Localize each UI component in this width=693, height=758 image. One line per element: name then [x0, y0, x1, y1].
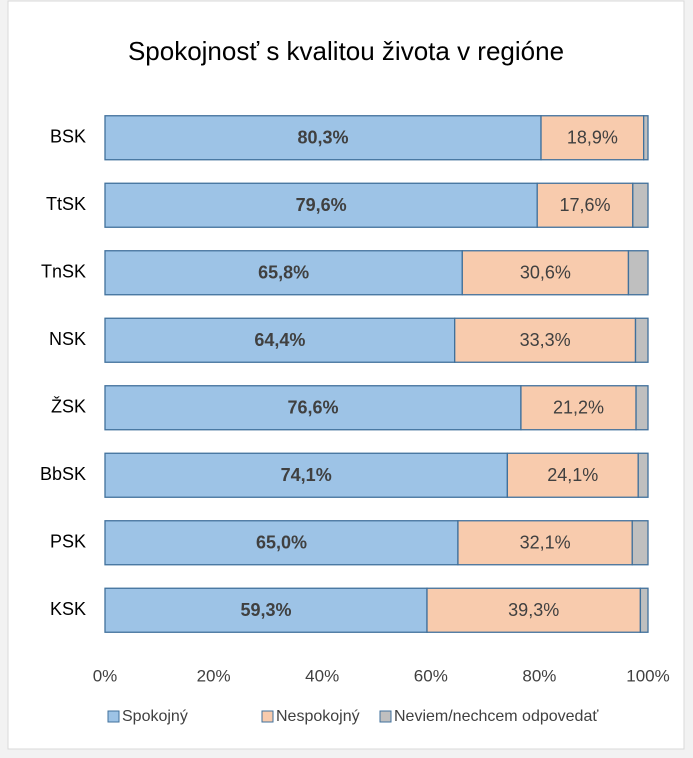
- bar-segment: [540, 115, 645, 161]
- bar-segment: [520, 385, 637, 431]
- legend-label: Spokojný: [122, 708, 188, 725]
- y-tick-label: KSK: [50, 599, 86, 619]
- chart-title: Spokojnosť s kvalitou života v regióne: [128, 36, 564, 66]
- y-tick-label: TtSK: [46, 194, 86, 214]
- data-label: 17,6%: [559, 195, 610, 215]
- y-tick-label: ŽSK: [51, 397, 86, 417]
- data-label: 18,9%: [567, 128, 618, 148]
- bar-segment: [104, 182, 538, 228]
- bar-segment: [104, 385, 522, 431]
- data-label: 65,0%: [256, 533, 307, 553]
- legend-swatch: [107, 710, 120, 723]
- bar-segment: [506, 452, 639, 498]
- legend-swatch: [261, 710, 274, 723]
- x-tick-label: 20%: [197, 666, 231, 685]
- bar-segment: [104, 250, 463, 296]
- x-tick-label: 60%: [414, 666, 448, 685]
- y-tick-label: TnSK: [41, 262, 86, 282]
- bar-segment: [637, 452, 649, 498]
- data-label: 33,3%: [520, 330, 571, 350]
- data-label: 76,6%: [287, 398, 338, 418]
- y-tick-label: BbSK: [40, 464, 86, 484]
- legend-swatch: [379, 710, 392, 723]
- legend-label: Nespokojný: [276, 708, 360, 725]
- data-label: 21,2%: [553, 398, 604, 418]
- data-label: 64,4%: [254, 330, 305, 350]
- y-tick-label: NSK: [49, 329, 86, 349]
- legend-label: Neviem/nechcem odpovedať: [394, 708, 599, 725]
- bar-segment: [104, 520, 459, 566]
- x-tick-label: 40%: [305, 666, 339, 685]
- data-label: 30,6%: [520, 263, 571, 283]
- bar-segment: [632, 182, 649, 228]
- bar-segment: [426, 587, 642, 633]
- data-label: 80,3%: [297, 128, 348, 148]
- bar-segment: [457, 520, 633, 566]
- y-tick-label: PSK: [50, 532, 86, 552]
- data-label: 32,1%: [520, 533, 571, 553]
- data-label: 24,1%: [547, 465, 598, 485]
- data-label: 59,3%: [240, 600, 291, 620]
- x-tick-label: 0%: [93, 666, 118, 685]
- y-tick-label: BSK: [50, 127, 86, 147]
- data-label: 39,3%: [508, 600, 559, 620]
- data-label: 74,1%: [281, 465, 332, 485]
- chart-frame: [7, 0, 685, 750]
- bar-segment: [454, 317, 637, 363]
- x-tick-label: 80%: [522, 666, 556, 685]
- bar-segment: [104, 115, 542, 161]
- data-label: 79,6%: [296, 195, 347, 215]
- bar-segment: [634, 317, 649, 363]
- x-tick-label: 100%: [626, 666, 669, 685]
- data-label: 65,8%: [258, 263, 309, 283]
- bar-segment: [461, 250, 630, 296]
- bar-segment: [631, 520, 649, 566]
- bar-segment: [639, 587, 649, 633]
- bar-segment: [104, 317, 456, 363]
- bar-segment: [635, 385, 649, 431]
- bar-segment: [627, 250, 649, 296]
- bar-segment: [643, 115, 649, 161]
